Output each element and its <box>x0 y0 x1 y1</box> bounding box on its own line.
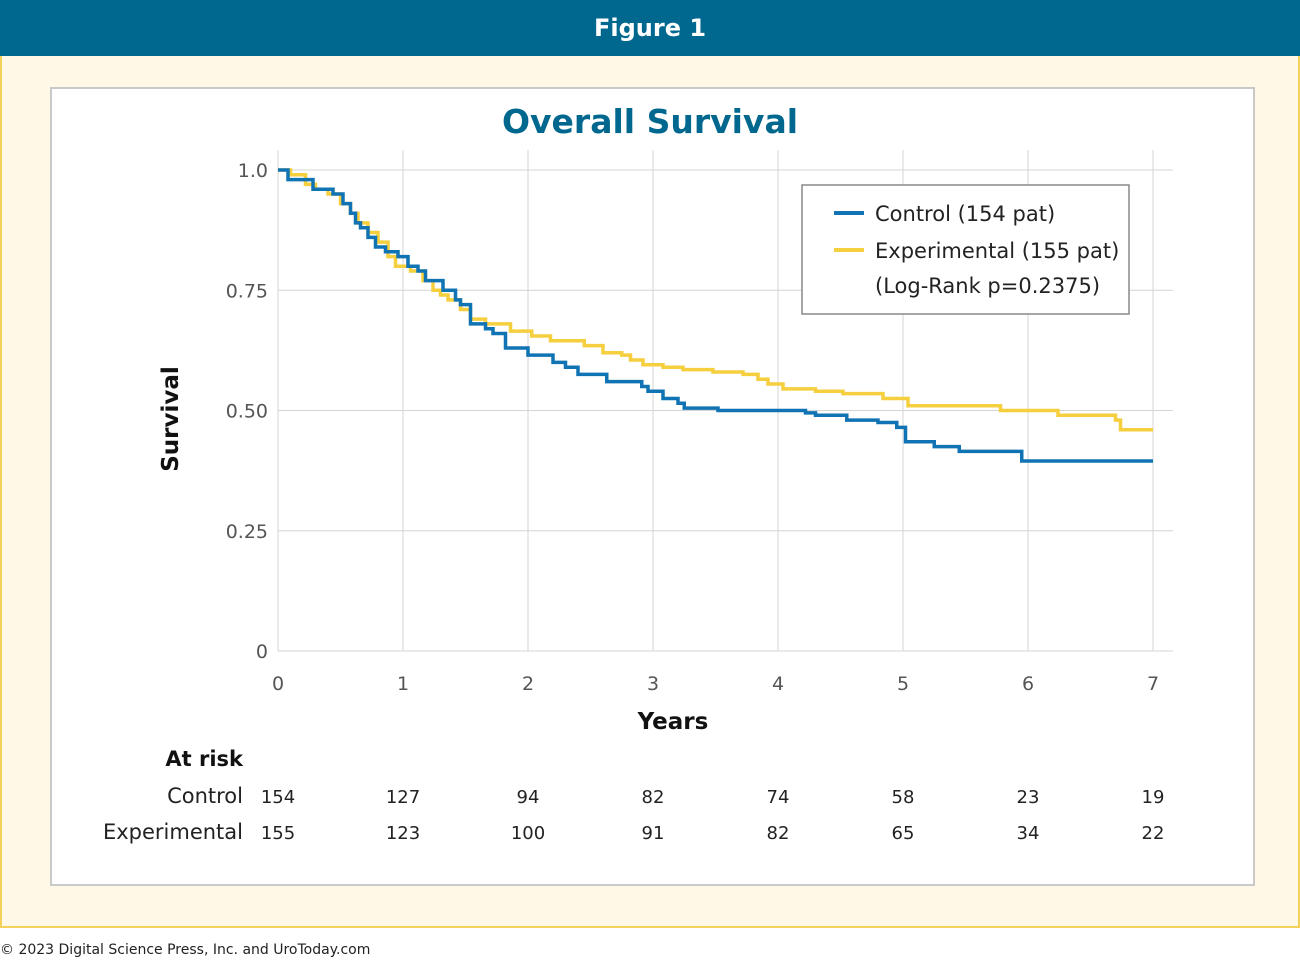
y-axis-label: Survival <box>158 366 184 472</box>
at-risk-value: 94 <box>517 787 540 808</box>
x-tick-label: 1 <box>397 673 409 695</box>
series-lines <box>278 168 1153 463</box>
y-tick-label: 0.50 <box>226 401 268 423</box>
experimental-survival-line <box>278 168 1153 432</box>
x-tick-label: 7 <box>1147 673 1159 695</box>
at-risk-values: 154 127 94 82 74 58 23 19 155 123 100 91 82 65 34 22 <box>261 787 1165 844</box>
x-tick-label: 6 <box>1022 673 1034 695</box>
at-risk-value: 19 <box>1142 787 1165 808</box>
at-risk-value: 82 <box>642 787 665 808</box>
legend-note: (Log-Rank p=0.2375) <box>875 274 1100 298</box>
legend: Control (154 pat) Experimental (155 pat)… <box>801 184 1130 315</box>
at-risk-value: 154 <box>261 787 295 808</box>
at-risk-value: 65 <box>892 823 915 844</box>
legend-label-control: Control (154 pat) <box>875 202 1055 226</box>
y-tick-label: 0.75 <box>226 280 268 302</box>
at-risk-value: 22 <box>1142 823 1165 844</box>
at-risk-table: At risk Control Experimental 154 127 94 82 7… <box>103 747 1165 844</box>
at-risk-value: 127 <box>386 787 420 808</box>
x-tick-label: 0 <box>272 673 284 695</box>
at-risk-row-label-control: Control <box>167 784 243 808</box>
x-axis-label: Years <box>637 709 709 735</box>
at-risk-value: 100 <box>511 823 545 844</box>
at-risk-value: 58 <box>892 787 915 808</box>
x-tick-label: 3 <box>647 673 659 695</box>
x-tick-label: 5 <box>897 673 909 695</box>
at-risk-value: 91 <box>642 823 665 844</box>
control-survival-line <box>278 168 1153 463</box>
x-tick-label: 4 <box>772 673 784 695</box>
at-risk-value: 155 <box>261 823 295 844</box>
chart-title: Overall Survival <box>502 102 798 141</box>
x-tick-label: 2 <box>522 673 534 695</box>
copyright-footer: © 2023 Digital Science Press, Inc. and U… <box>0 942 371 958</box>
at-risk-heading: At risk <box>165 747 244 771</box>
legend-label-experimental: Experimental (155 pat) <box>875 239 1119 263</box>
at-risk-value: 82 <box>767 823 790 844</box>
y-tick-label: 0.25 <box>226 521 268 543</box>
figure-title: Figure 1 <box>593 14 707 42</box>
y-tick-label: 1.0 <box>238 160 268 182</box>
figure-header: Figure 1 <box>0 0 1300 56</box>
at-risk-value: 123 <box>386 823 420 844</box>
at-risk-value: 23 <box>1017 787 1040 808</box>
at-risk-value: 74 <box>767 787 790 808</box>
y-tick-labels: 0 0.25 0.50 0.75 1.0 <box>226 160 268 663</box>
at-risk-value: 34 <box>1017 823 1040 844</box>
x-tick-labels: 0 1 2 3 4 5 6 7 <box>272 673 1159 695</box>
at-risk-row-label-experimental: Experimental <box>103 820 243 844</box>
y-tick-label: 0 <box>256 641 268 663</box>
